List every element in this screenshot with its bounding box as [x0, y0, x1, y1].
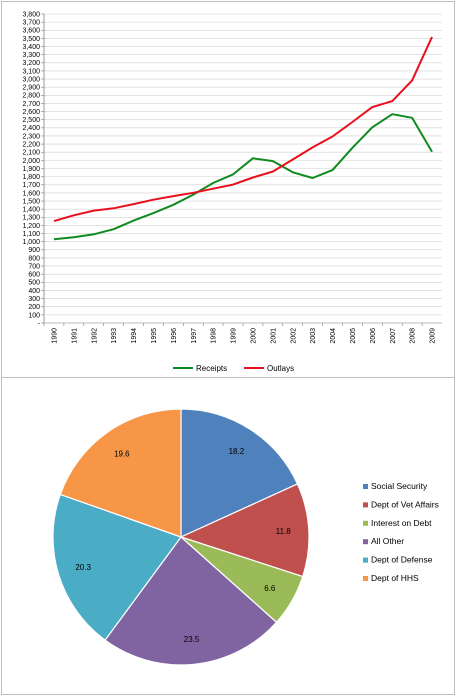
line-chart-panel: -100 200 300 400 500 600 700 800 900 1,000 1,100 1,…	[1, 1, 455, 378]
x-tick-label: 1999	[231, 328, 238, 344]
y-tick-label: 3,200	[22, 60, 40, 67]
slice-value-label: 11.8	[276, 527, 292, 536]
y-tick-label: 200	[28, 304, 40, 311]
x-tick-label: 1993	[111, 328, 118, 344]
slice-value-label: 20.3	[75, 563, 91, 572]
pie-chart: 18.2 11.8 6.6 23.5 20.3 19.6 Social Security De…	[52, 408, 439, 666]
x-tick-label: 2002	[290, 328, 297, 344]
y-tick-label: 3,100	[22, 68, 40, 75]
x-tick-label: 2004	[330, 328, 337, 344]
series-line-receipts	[53, 113, 433, 241]
y-tick-label: 3,500	[22, 36, 40, 43]
legend-label: Dept of HHS	[371, 573, 419, 583]
x-tick-label: 1995	[151, 328, 158, 344]
y-tick-label: 2,200	[22, 142, 40, 149]
x-tick-label: 2000	[250, 328, 257, 344]
y-tick-label: 100	[28, 312, 40, 319]
y-tick-label: 1,500	[22, 198, 40, 205]
legend-swatch	[363, 484, 368, 489]
y-tick-label: 1,600	[22, 190, 40, 197]
slice-value-label: 6.6	[264, 584, 276, 593]
y-tick-label: 1,100	[22, 231, 40, 238]
series-line-outlays	[53, 36, 433, 223]
x-tick-label: 2001	[270, 328, 277, 344]
pie-slice-dept-of-hhs	[59, 408, 182, 538]
x-tick-label: 1996	[171, 328, 178, 344]
x-tick-label: 1992	[91, 328, 98, 344]
x-tick-label: 2009	[430, 328, 437, 344]
legend-label: Social Security	[371, 481, 428, 491]
y-tick-label: 2,500	[22, 117, 40, 124]
legend-label: All Other	[371, 536, 404, 546]
x-tick-label: 2006	[370, 328, 377, 344]
y-tick-label: 2,800	[22, 93, 40, 100]
y-tick-label: -	[38, 320, 41, 327]
y-tick-label: 3,800	[22, 11, 40, 18]
pie-slice-dept-of-vet-affairs	[179, 483, 310, 578]
y-tick-label: 3,700	[22, 20, 40, 27]
x-tick-label: 1998	[211, 328, 218, 344]
y-tick-label: 400	[28, 288, 40, 295]
y-tick-label: 2,300	[22, 133, 40, 140]
legend-label: Outlays	[267, 364, 294, 373]
y-tick-label: 2,400	[22, 125, 40, 132]
pie-slice-social-security	[180, 408, 299, 538]
x-tick-label: 1991	[71, 328, 78, 344]
pie-chart-panel: 18.2 11.8 6.6 23.5 20.3 19.6 Social Security De…	[1, 377, 455, 695]
y-tick-label: 2,100	[22, 150, 40, 157]
pie-slice-dept-of-defense	[52, 493, 182, 641]
y-tick-label: 1,800	[22, 174, 40, 181]
y-tick-label: 800	[28, 255, 40, 262]
legend-label: Receipts	[196, 364, 227, 373]
y-tick-label: 2,900	[22, 85, 40, 92]
legend-swatch	[363, 576, 368, 581]
y-tick-label: 2,600	[22, 109, 40, 116]
y-tick-label: 1,300	[22, 215, 40, 222]
legend-label: Interest on Debt	[371, 518, 432, 528]
x-tick-label: 2008	[410, 328, 417, 344]
y-tick-label: 2,700	[22, 101, 40, 108]
legend-swatch	[363, 557, 368, 563]
legend-swatch	[363, 502, 368, 508]
y-tick-label: 1,700	[22, 182, 40, 189]
legend-label: Dept of Defense	[371, 555, 433, 565]
legend-swatch	[363, 539, 368, 545]
legend-label: Dept of Vet Affairs	[371, 499, 439, 509]
y-tick-label: 3,400	[22, 44, 40, 51]
pie-slice-all-other	[104, 536, 278, 666]
slice-value-label: 18.2	[229, 447, 245, 456]
y-tick-label: 1,900	[22, 166, 40, 173]
legend-swatch	[363, 520, 368, 526]
y-tick-label: 2,000	[22, 158, 40, 165]
x-tick-label: 1997	[191, 328, 198, 344]
x-tick-label: 2003	[310, 328, 317, 344]
y-tick-label: 1,000	[22, 239, 40, 246]
y-tick-label: 700	[28, 263, 40, 270]
slice-value-label: 23.5	[184, 635, 200, 644]
x-tick-label: 1990	[51, 328, 58, 344]
line-chart: -1002003004005006007008009001,0001,1001,…	[22, 11, 442, 373]
y-tick-label: 500	[28, 280, 40, 287]
x-tick-label: 1994	[131, 328, 138, 344]
y-tick-label: 3,600	[22, 28, 40, 35]
x-tick-label: 2007	[390, 328, 397, 344]
x-tick-label: 2005	[350, 328, 357, 344]
y-tick-label: 300	[28, 296, 40, 303]
y-tick-label: 3,000	[22, 76, 40, 83]
y-tick-label: 1,400	[22, 207, 40, 214]
y-tick-label: 600	[28, 272, 40, 279]
slice-value-label: 19.6	[114, 449, 130, 458]
y-tick-label: 1,200	[22, 223, 40, 230]
y-tick-label: 900	[28, 247, 40, 254]
y-tick-label: 3,300	[22, 52, 40, 59]
